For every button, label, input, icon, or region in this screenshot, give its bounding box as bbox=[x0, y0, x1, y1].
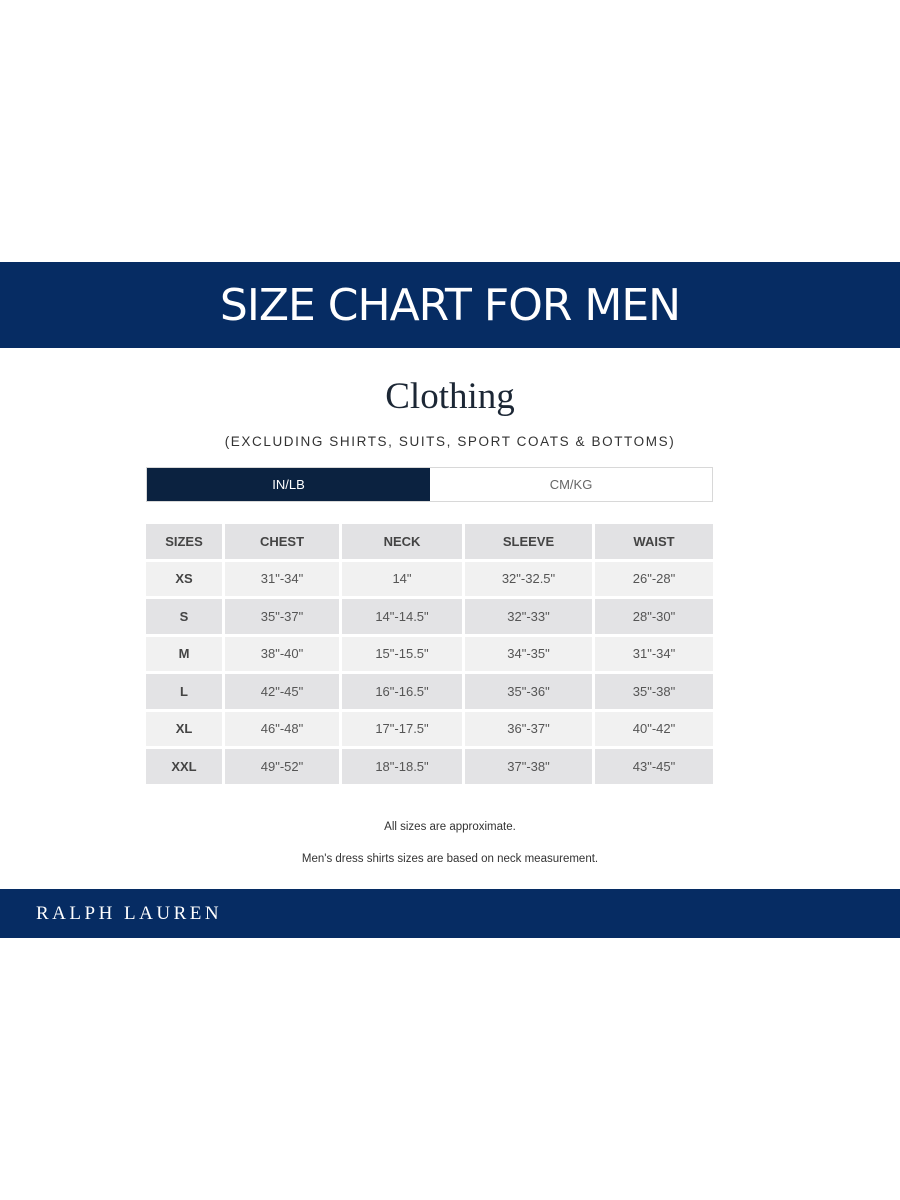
brand-logo: RALPH LAUREN bbox=[36, 903, 223, 924]
size-cell: XL bbox=[146, 711, 222, 746]
measurement-cell: 14" bbox=[342, 561, 462, 596]
measurement-cell: 35"-36" bbox=[465, 674, 592, 709]
unit-tab-cm-kg[interactable]: CM/KG bbox=[430, 468, 712, 501]
page-title: SIZE CHART FOR MEN bbox=[219, 279, 681, 331]
table-row: S 35"-37" 14"-14.5" 32"-33" 28"-30" bbox=[146, 599, 713, 634]
size-cell: M bbox=[146, 636, 222, 671]
size-cell: S bbox=[146, 599, 222, 634]
table-row: XS 31"-34" 14" 32"-32.5" 26"-28" bbox=[146, 561, 713, 596]
neck-note: Men's dress shirts sizes are based on ne… bbox=[301, 853, 599, 865]
measurement-cell: 17"-17.5" bbox=[342, 711, 462, 746]
size-table: SIZES CHEST NECK SLEEVE WAIST XS 31"-34" 1… bbox=[143, 521, 716, 787]
unit-tab-in-lb[interactable]: IN/LB bbox=[147, 468, 430, 501]
unit-toggle: IN/LB CM/KG bbox=[146, 467, 713, 502]
measurement-cell: 32"-33" bbox=[465, 599, 592, 634]
table-row: XL 46"-48" 17"-17.5" 36"-37" 40"-42" bbox=[146, 711, 713, 746]
size-cell: XXL bbox=[146, 749, 222, 784]
measurement-cell: 31"-34" bbox=[225, 561, 339, 596]
table-row: M 38"-40" 15"-15.5" 34"-35" 31"-34" bbox=[146, 636, 713, 671]
measurement-cell: 46"-48" bbox=[225, 711, 339, 746]
measurement-cell: 26"-28" bbox=[595, 561, 713, 596]
approximate-note: All sizes are approximate. bbox=[384, 821, 516, 833]
table-row: L 42"-45" 16"-16.5" 35"-36" 35"-38" bbox=[146, 674, 713, 709]
measurement-cell: 37"-38" bbox=[465, 749, 592, 784]
measurement-cell: 42"-45" bbox=[225, 674, 339, 709]
measurement-cell: 14"-14.5" bbox=[342, 599, 462, 634]
measurement-cell: 36"-37" bbox=[465, 711, 592, 746]
measurement-cell: 43"-45" bbox=[595, 749, 713, 784]
measurement-cell: 40"-42" bbox=[595, 711, 713, 746]
measurement-cell: 35"-38" bbox=[595, 674, 713, 709]
column-header: WAIST bbox=[595, 524, 713, 559]
measurement-cell: 28"-30" bbox=[595, 599, 713, 634]
footer-band: RALPH LAUREN bbox=[0, 889, 900, 938]
measurement-cell: 49"-52" bbox=[225, 749, 339, 784]
size-cell: L bbox=[146, 674, 222, 709]
measurement-cell: 38"-40" bbox=[225, 636, 339, 671]
column-header: SLEEVE bbox=[465, 524, 592, 559]
measurement-cell: 15"-15.5" bbox=[342, 636, 462, 671]
measurement-cell: 31"-34" bbox=[595, 636, 713, 671]
measurement-cell: 18"-18.5" bbox=[342, 749, 462, 784]
column-header: SIZES bbox=[146, 524, 222, 559]
table-row: XXL 49"-52" 18"-18.5" 37"-38" 43"-45" bbox=[146, 749, 713, 784]
measurement-cell: 16"-16.5" bbox=[342, 674, 462, 709]
title-banner: SIZE CHART FOR MEN bbox=[0, 262, 900, 348]
table-header-row: SIZES CHEST NECK SLEEVE WAIST bbox=[146, 524, 713, 559]
measurement-cell: 32"-32.5" bbox=[465, 561, 592, 596]
measurement-cell: 34"-35" bbox=[465, 636, 592, 671]
column-header: NECK bbox=[342, 524, 462, 559]
section-title: Clothing bbox=[385, 376, 515, 417]
column-header: CHEST bbox=[225, 524, 339, 559]
measurement-cell: 35"-37" bbox=[225, 599, 339, 634]
section-subtitle: (EXCLUDING SHIRTS, SUITS, SPORT COATS & … bbox=[224, 434, 676, 449]
size-cell: XS bbox=[146, 561, 222, 596]
